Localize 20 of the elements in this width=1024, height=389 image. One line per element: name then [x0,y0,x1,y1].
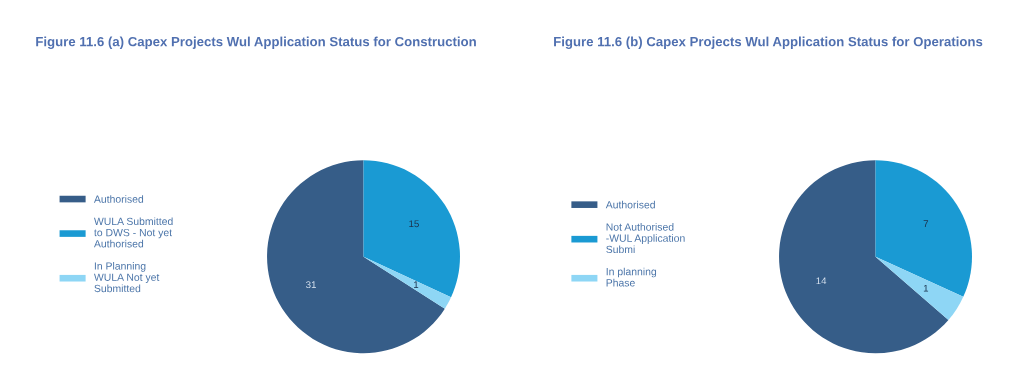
pie-slice [875,160,972,297]
pie-slice [779,160,949,354]
chart-title: Figure 11.6 (b) Capex Projects Wul Application Status for Operations [554,36,983,49]
legend-label: Not Authorised -WUL Application Submi [606,223,685,254]
legend-label: In planning Phase [606,267,657,287]
chart-title: Figure 11.6 (a) Capex Projects Wul Application Status for Construction [36,36,476,49]
legend-label: Authorised [605,200,655,209]
data-label: 1 [414,281,419,288]
data-label: 7 [923,220,929,227]
pie-slice [363,256,452,309]
legend-label: Authorised [93,195,144,203]
legend-label: In Planning WULA Not yet Submitted [93,262,160,293]
legend-label: WULA Submitted to DWS - Not yet Authorised [93,217,173,248]
data-label: 15 [409,220,419,228]
pie-slice [875,256,964,320]
data-label: 14 [816,277,827,285]
data-label: 31 [306,281,316,289]
pie-slice [363,160,460,298]
data-label: 1 [923,284,929,292]
pie-slice [267,160,445,354]
